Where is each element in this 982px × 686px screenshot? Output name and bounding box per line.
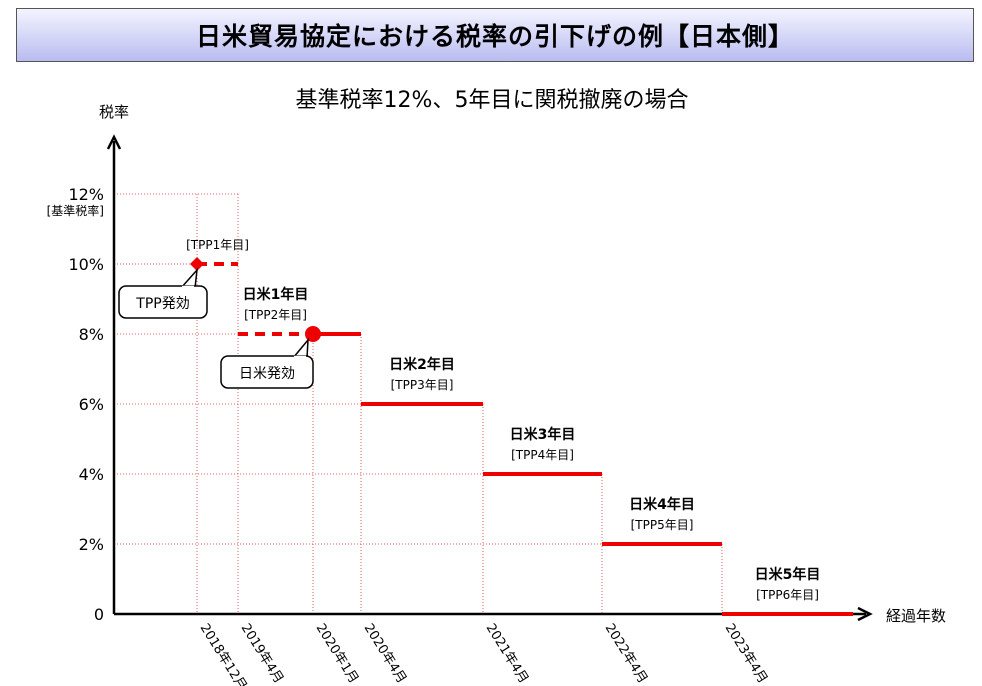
base-rate-label: [基準税率] bbox=[47, 203, 104, 218]
callout-box bbox=[220, 355, 314, 389]
y-tick-label: 10% bbox=[68, 255, 104, 274]
chart-title: 基準税率12%、5年目に関税撤廃の場合 bbox=[296, 88, 689, 113]
y-tick-label: 0 bbox=[94, 605, 104, 624]
step-sublabel: [TPP6年目] bbox=[756, 588, 819, 602]
step-label: 日米5年目 bbox=[755, 566, 821, 583]
x-date-label: 2021年4月 bbox=[483, 621, 531, 686]
step-label: 日米3年目 bbox=[510, 426, 576, 443]
y-tick-label: 6% bbox=[79, 395, 104, 414]
y-tick-label: 4% bbox=[79, 465, 104, 484]
y-axis-label: 税率 bbox=[99, 103, 129, 121]
x-date-label: 2022年4月 bbox=[602, 621, 650, 686]
step-sublabel: [TPP2年目] bbox=[244, 308, 307, 322]
step-label: 日米1年目 bbox=[243, 286, 309, 303]
step-sublabel: [TPP4年目] bbox=[511, 448, 574, 462]
x-axis-arrow bbox=[857, 606, 873, 622]
callout-label: 日米発効 bbox=[239, 366, 295, 382]
step-sublabel: [TPP5年目] bbox=[631, 518, 694, 532]
callout-label: TPP発効 bbox=[135, 296, 189, 312]
y-tick-label: 12% bbox=[68, 185, 104, 204]
x-date-label: 2020年4月 bbox=[361, 621, 409, 686]
step-sublabel: [TPP1年目] bbox=[186, 238, 249, 252]
step-label: 日米4年目 bbox=[629, 496, 695, 513]
page-title: 日米貿易協定における税率の引下げの例【日本側】 bbox=[195, 22, 794, 51]
y-axis-arrow bbox=[106, 134, 122, 150]
title-banner: 日米貿易協定における税率の引下げの例【日本側】 bbox=[16, 8, 974, 62]
callout-box bbox=[118, 285, 208, 319]
marker-circle bbox=[305, 326, 321, 342]
step-label: 日米2年目 bbox=[389, 356, 455, 373]
marker-diamond bbox=[190, 257, 204, 271]
x-date-label: 2023年4月 bbox=[722, 621, 770, 686]
x-axis-label: 経過年数 bbox=[886, 607, 946, 625]
y-tick-label: 8% bbox=[79, 325, 104, 344]
y-tick-label: 2% bbox=[79, 535, 104, 554]
step-sublabel: [TPP3年目] bbox=[391, 378, 454, 392]
x-date-label: 2020年1月 bbox=[313, 621, 361, 686]
